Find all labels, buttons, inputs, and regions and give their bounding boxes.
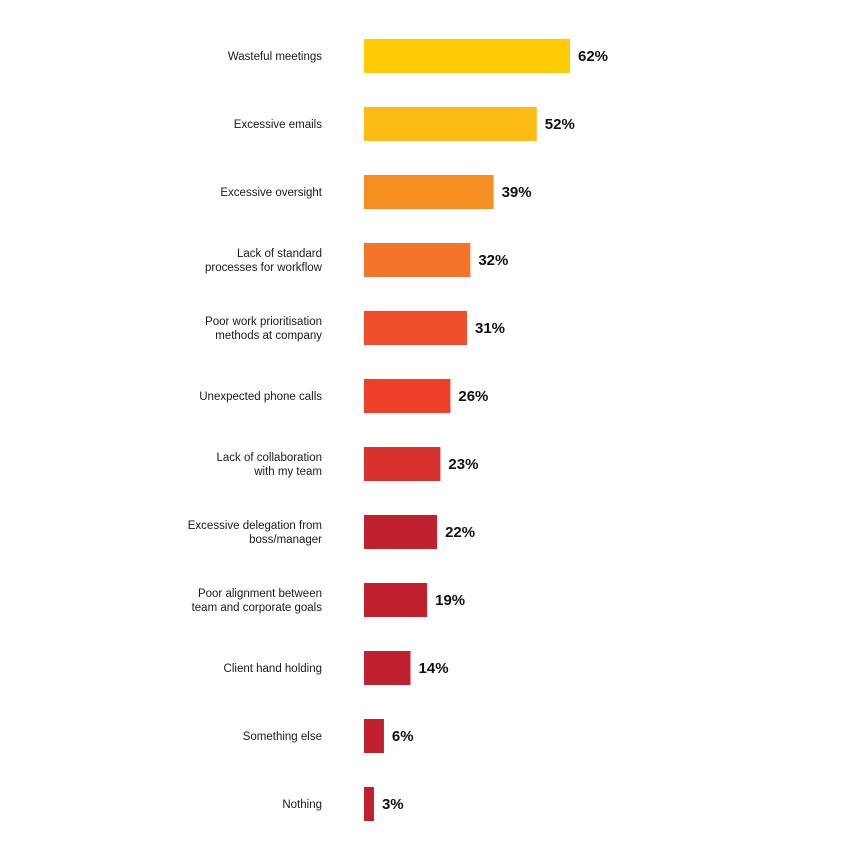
bar — [364, 719, 384, 753]
value-label: 26% — [458, 388, 488, 405]
value-label: 6% — [392, 728, 414, 745]
value-label: 14% — [419, 660, 449, 677]
bar — [364, 39, 570, 73]
value-label: 22% — [445, 524, 475, 541]
bar — [364, 379, 451, 413]
value-label: 52% — [545, 116, 575, 133]
category-label: Nothing — [282, 799, 322, 811]
bar — [364, 583, 428, 617]
bar — [364, 787, 374, 821]
bar — [364, 311, 467, 345]
category-label: Excessive emails — [234, 119, 322, 131]
category-label: Lack of standard processes for workflow — [205, 248, 323, 274]
value-label: 23% — [448, 456, 478, 473]
bar — [364, 107, 537, 141]
bar — [364, 447, 441, 481]
value-label: 3% — [382, 796, 404, 813]
category-label: Client hand holding — [224, 663, 322, 675]
category-label: Wasteful meetings — [228, 51, 322, 63]
category-label: Excessive oversight — [220, 187, 322, 199]
category-label: Excessive delegation from boss/manager — [188, 520, 322, 546]
category-label: Lack of collaboration with my team — [217, 452, 322, 478]
value-label: 62% — [578, 48, 608, 65]
bar — [364, 175, 494, 209]
category-label: Unexpected phone calls — [199, 391, 322, 403]
value-label: 31% — [475, 320, 505, 337]
bar — [364, 243, 471, 277]
category-label: Poor work prioritisation methods at compa… — [205, 316, 322, 342]
bar — [364, 651, 411, 685]
value-label: 39% — [502, 184, 532, 201]
bar — [364, 515, 438, 549]
category-label: Something else — [243, 731, 322, 743]
value-label: 19% — [435, 592, 465, 609]
value-label: 32% — [478, 252, 508, 269]
category-label: Poor alignment between team and corporate… — [192, 588, 323, 614]
